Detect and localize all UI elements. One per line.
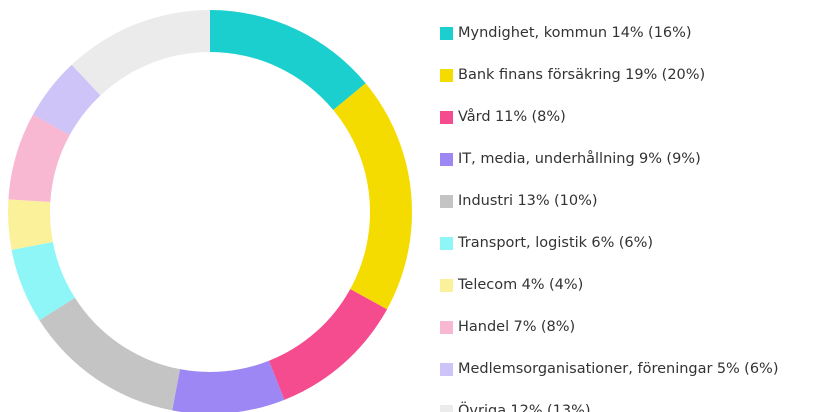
legend-swatch — [440, 320, 453, 334]
legend-label: Transport, logistik — [458, 235, 588, 251]
legend-item: Vård 11% (8%) — [440, 96, 779, 138]
donut-slice — [333, 83, 412, 310]
legend-swatch — [440, 152, 453, 166]
legend-item: Bank finans försäkring 19% (20%) — [440, 54, 779, 96]
legend-value: 13% — [517, 193, 550, 209]
legend-item: Myndighet, kommun 14% (16%) — [440, 12, 779, 54]
legend-swatch — [440, 236, 453, 250]
legend-previous: (13%) — [547, 403, 591, 412]
donut-slice — [11, 241, 75, 321]
legend-label: Vård — [458, 109, 491, 125]
legend-label: Övriga — [458, 403, 507, 412]
donut-slice — [71, 10, 210, 96]
legend-item: Medlemsorganisationer, föreningar 5% (6%) — [440, 348, 779, 390]
donut-slice — [32, 64, 101, 135]
legend-swatch — [440, 68, 453, 82]
legend-item: Telecom 4% (4%) — [440, 264, 779, 306]
legend-label: Bank finans försäkring — [458, 67, 621, 83]
legend-item: IT, media, underhållning 9% (9%) — [440, 138, 779, 180]
legend-item: Övriga 12% (13%) — [440, 390, 779, 412]
donut-slice — [8, 114, 70, 202]
donut — [7, 10, 412, 412]
legend: Myndighet, kommun 14% (16%) Bank finans för… — [440, 12, 779, 412]
legend-value: 4% — [521, 277, 545, 293]
legend-value: 6% — [591, 235, 615, 251]
legend-swatch — [440, 404, 453, 412]
legend-previous: (20%) — [661, 67, 706, 83]
legend-previous: (9%) — [666, 151, 701, 167]
legend-item: Handel 7% (8%) — [440, 306, 779, 348]
legend-previous: (8%) — [531, 109, 566, 125]
legend-label: Medlemsorganisationer, föreningar — [458, 361, 713, 377]
legend-value: 12% — [510, 403, 543, 412]
legend-swatch — [440, 110, 453, 124]
legend-swatch — [440, 362, 453, 376]
donut-slice — [7, 199, 53, 250]
donut-slice — [210, 10, 366, 111]
legend-previous: (4%) — [548, 277, 584, 293]
donut-slice — [39, 297, 181, 411]
legend-label: IT, media, underhållning — [458, 151, 635, 167]
legend-previous: (16%) — [648, 25, 692, 41]
legend-label: Myndighet, kommun — [458, 25, 608, 41]
legend-swatch — [440, 26, 453, 40]
legend-value: 14% — [611, 25, 644, 41]
legend-label: Industri — [458, 193, 514, 209]
legend-value: 11% — [494, 109, 528, 125]
legend-value: 19% — [625, 67, 658, 83]
legend-previous: (6%) — [744, 361, 779, 377]
legend-item: Transport, logistik 6% (6%) — [440, 222, 779, 264]
donut-slice — [172, 360, 285, 412]
legend-value: 7% — [513, 319, 537, 335]
legend-swatch — [440, 278, 453, 292]
legend-item: Industri 13% (10%) — [440, 180, 779, 222]
legend-swatch — [440, 194, 453, 208]
legend-label: Handel — [458, 319, 510, 335]
donut-slice — [268, 289, 388, 400]
legend-previous: (8%) — [540, 319, 576, 335]
legend-value: 9% — [639, 151, 663, 167]
legend-label: Telecom — [458, 277, 518, 293]
legend-previous: (10%) — [554, 193, 598, 209]
legend-previous: (6%) — [618, 235, 654, 251]
legend-value: 5% — [716, 361, 740, 377]
